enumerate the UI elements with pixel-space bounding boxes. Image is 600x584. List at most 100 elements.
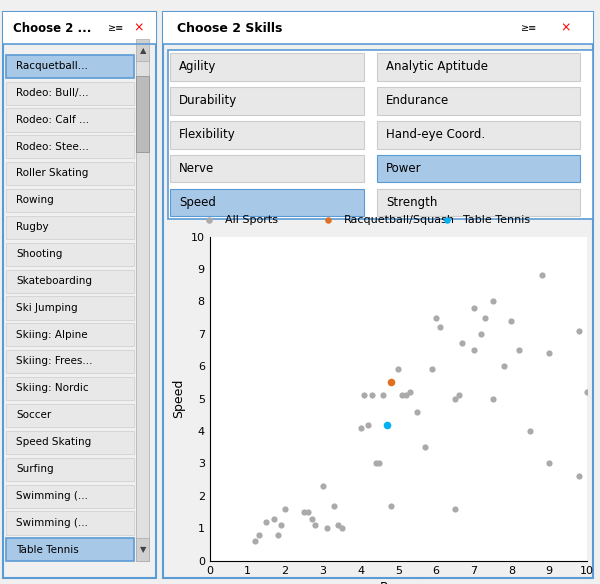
FancyBboxPatch shape bbox=[170, 121, 364, 148]
Point bbox=[480, 313, 490, 322]
Text: Skiing: Nordic: Skiing: Nordic bbox=[16, 383, 89, 394]
Point bbox=[526, 426, 535, 436]
Point bbox=[514, 345, 524, 354]
Text: Agility: Agility bbox=[179, 60, 216, 73]
Text: Skiing: Alpine: Skiing: Alpine bbox=[16, 329, 88, 340]
Point bbox=[363, 420, 373, 429]
FancyBboxPatch shape bbox=[377, 189, 580, 216]
Text: Soccer: Soccer bbox=[16, 410, 51, 420]
Text: ≥≡: ≥≡ bbox=[108, 23, 124, 33]
FancyBboxPatch shape bbox=[170, 155, 364, 182]
Y-axis label: Speed: Speed bbox=[172, 379, 185, 418]
FancyBboxPatch shape bbox=[7, 216, 134, 239]
FancyBboxPatch shape bbox=[163, 12, 593, 578]
FancyBboxPatch shape bbox=[7, 350, 134, 373]
Point bbox=[273, 530, 283, 540]
FancyBboxPatch shape bbox=[7, 82, 134, 105]
FancyBboxPatch shape bbox=[7, 538, 134, 561]
Text: Ski Jumping: Ski Jumping bbox=[16, 303, 77, 313]
FancyBboxPatch shape bbox=[7, 324, 134, 346]
Point bbox=[371, 459, 380, 468]
Point bbox=[333, 520, 343, 530]
Point bbox=[401, 391, 410, 400]
Text: Table Tennis: Table Tennis bbox=[16, 544, 79, 555]
Point bbox=[386, 378, 395, 387]
Text: Surfing: Surfing bbox=[16, 464, 53, 474]
FancyBboxPatch shape bbox=[377, 53, 580, 81]
FancyBboxPatch shape bbox=[7, 189, 134, 212]
Point bbox=[397, 391, 407, 400]
Point bbox=[405, 387, 415, 397]
Text: Speed: Speed bbox=[179, 196, 216, 208]
Text: Choose 2 Skills: Choose 2 Skills bbox=[176, 22, 282, 34]
Point bbox=[329, 501, 339, 510]
FancyBboxPatch shape bbox=[7, 55, 134, 78]
Point bbox=[337, 523, 346, 533]
Text: Strength: Strength bbox=[386, 196, 437, 208]
Point bbox=[431, 313, 441, 322]
Point bbox=[458, 339, 467, 348]
Text: ⨯: ⨯ bbox=[134, 22, 144, 34]
Text: Racquetball/Squash: Racquetball/Squash bbox=[344, 214, 455, 225]
Text: Skiing: Frees...: Skiing: Frees... bbox=[16, 356, 92, 367]
Point bbox=[420, 443, 430, 452]
FancyBboxPatch shape bbox=[7, 512, 134, 534]
Point bbox=[262, 517, 271, 526]
FancyBboxPatch shape bbox=[170, 87, 364, 114]
FancyBboxPatch shape bbox=[168, 50, 593, 219]
Point bbox=[386, 501, 395, 510]
Point bbox=[537, 271, 547, 280]
Point bbox=[269, 514, 278, 523]
FancyBboxPatch shape bbox=[377, 87, 580, 114]
Point bbox=[488, 297, 497, 306]
Text: Analytic Aptitude: Analytic Aptitude bbox=[386, 60, 488, 73]
FancyBboxPatch shape bbox=[136, 39, 149, 61]
FancyBboxPatch shape bbox=[136, 55, 149, 561]
FancyBboxPatch shape bbox=[7, 270, 134, 293]
Text: ≥≡: ≥≡ bbox=[521, 23, 537, 33]
FancyBboxPatch shape bbox=[3, 12, 156, 578]
FancyBboxPatch shape bbox=[7, 404, 134, 427]
Point bbox=[367, 391, 377, 400]
Point bbox=[204, 215, 214, 224]
Text: Rowing: Rowing bbox=[16, 195, 53, 206]
Text: Roller Skating: Roller Skating bbox=[16, 168, 88, 179]
Text: ▼: ▼ bbox=[140, 545, 146, 554]
Point bbox=[382, 420, 392, 429]
Text: Skateboarding: Skateboarding bbox=[16, 276, 92, 286]
Text: Hand-eye Coord.: Hand-eye Coord. bbox=[386, 128, 485, 141]
Point bbox=[307, 514, 316, 523]
Point bbox=[450, 394, 460, 403]
Point bbox=[454, 391, 463, 400]
Text: Durability: Durability bbox=[179, 94, 237, 107]
Point bbox=[356, 423, 365, 432]
Text: Table Tennis: Table Tennis bbox=[463, 214, 530, 225]
Point bbox=[443, 215, 452, 224]
Point bbox=[488, 394, 497, 403]
Point bbox=[310, 520, 320, 530]
FancyBboxPatch shape bbox=[170, 189, 364, 216]
Text: Choose 2 ...: Choose 2 ... bbox=[13, 22, 91, 34]
Point bbox=[359, 391, 369, 400]
FancyBboxPatch shape bbox=[7, 243, 134, 266]
Text: Rodeo: Bull/...: Rodeo: Bull/... bbox=[16, 88, 89, 98]
X-axis label: Power: Power bbox=[379, 581, 417, 584]
Text: Nerve: Nerve bbox=[179, 162, 214, 175]
Text: Flexibility: Flexibility bbox=[179, 128, 236, 141]
Text: Shooting: Shooting bbox=[16, 249, 62, 259]
Text: Rugby: Rugby bbox=[16, 222, 49, 232]
Text: Endurance: Endurance bbox=[386, 94, 449, 107]
FancyBboxPatch shape bbox=[7, 297, 134, 319]
Point bbox=[544, 349, 554, 358]
Point bbox=[574, 472, 584, 481]
FancyBboxPatch shape bbox=[7, 377, 134, 400]
FancyBboxPatch shape bbox=[7, 162, 134, 185]
FancyBboxPatch shape bbox=[7, 431, 134, 454]
Point bbox=[323, 215, 333, 224]
Point bbox=[318, 481, 328, 491]
FancyBboxPatch shape bbox=[7, 109, 134, 131]
FancyBboxPatch shape bbox=[170, 53, 364, 81]
Point bbox=[394, 365, 403, 374]
Text: ▲: ▲ bbox=[140, 46, 146, 55]
FancyBboxPatch shape bbox=[3, 12, 156, 44]
